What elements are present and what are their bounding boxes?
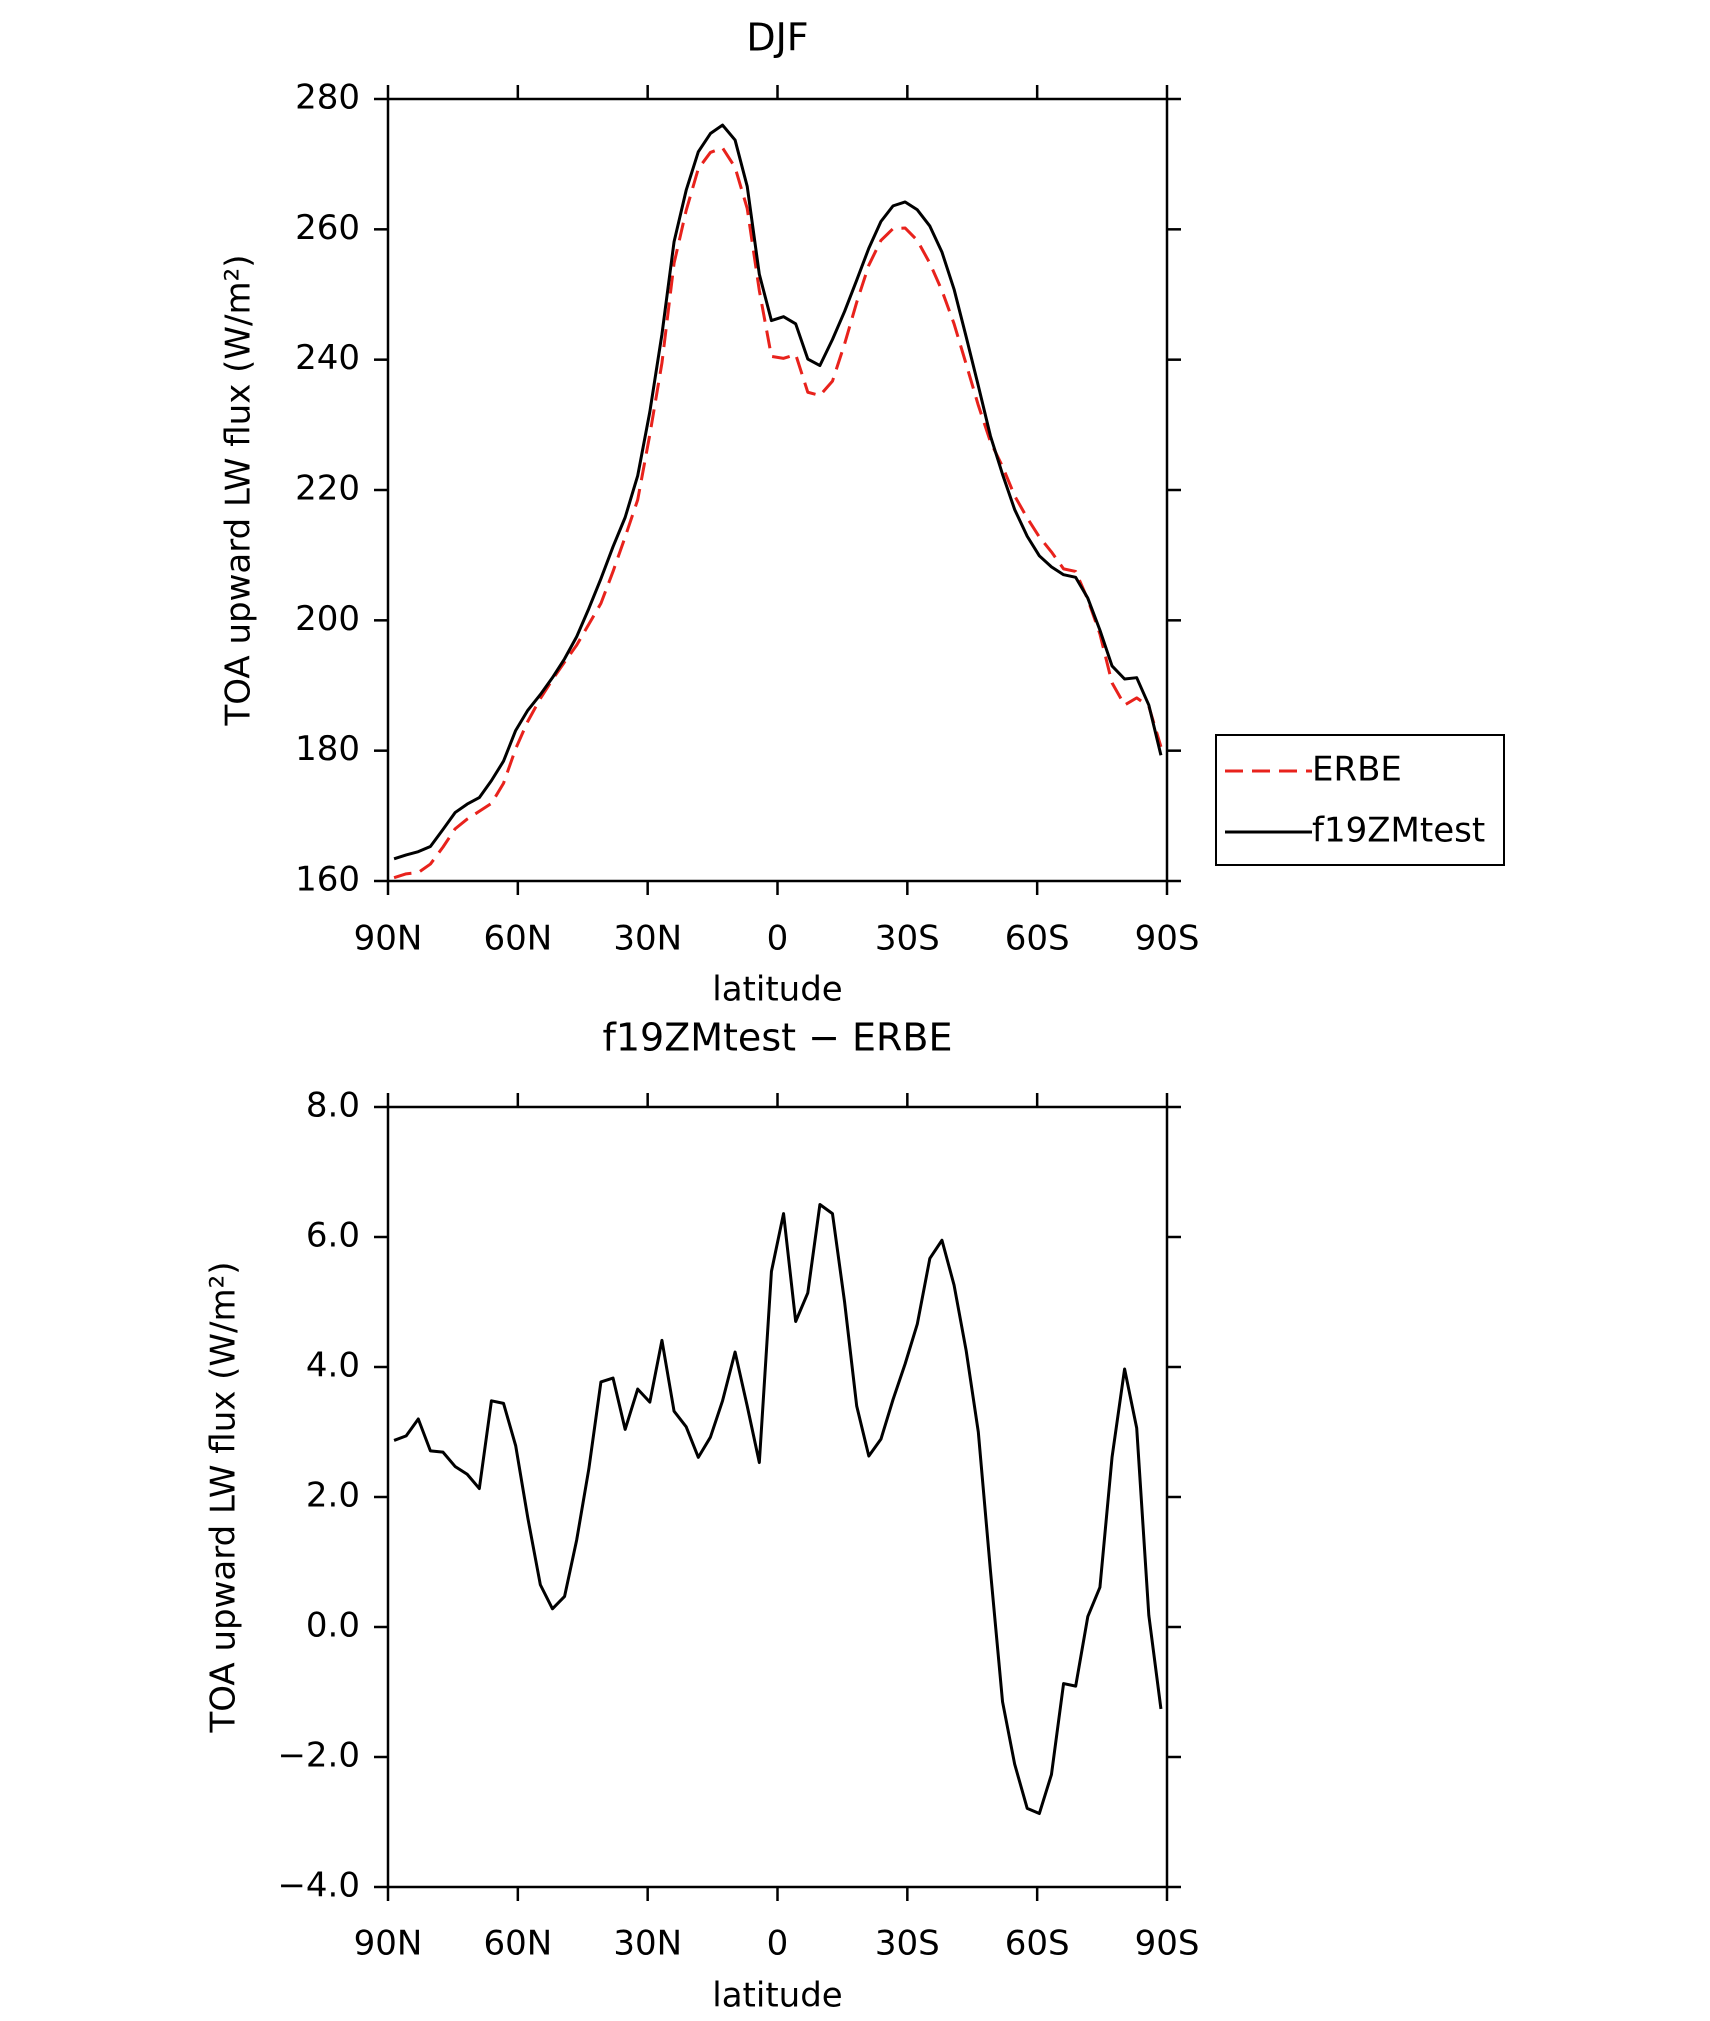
y-axis-label: TOA upward LW flux (W/m²) <box>219 254 259 726</box>
y-tick-label: 260 <box>295 208 360 248</box>
x-tick-label: 90S <box>1135 919 1200 959</box>
x-tick-label: 30S <box>875 1924 940 1964</box>
y-tick-label: 240 <box>295 338 360 378</box>
x-tick-label: 30N <box>613 919 682 959</box>
data-line <box>393 123 1163 861</box>
x-tick-label: 0 <box>767 919 789 959</box>
chart-title: DJF <box>746 16 808 60</box>
y-tick-label: 8.0 <box>306 1086 360 1126</box>
legend-label: f19ZMtest <box>1312 811 1485 851</box>
x-tick-label: 90S <box>1135 1924 1200 1964</box>
y-tick-label: 0.0 <box>306 1606 360 1646</box>
x-axis-label: latitude <box>712 1976 842 2016</box>
x-axis-label: latitude <box>712 970 842 1010</box>
x-tick-label: 30S <box>875 919 940 959</box>
y-tick-label: −2.0 <box>277 1736 360 1776</box>
plot-frame <box>386 1105 1169 1889</box>
y-tick-label: −4.0 <box>277 1866 360 1906</box>
legend-box <box>1215 734 1505 866</box>
x-tick-label: 60N <box>483 919 552 959</box>
x-tick-label: 60N <box>483 1924 552 1964</box>
x-tick-label: 30N <box>613 1924 682 1964</box>
data-line <box>393 146 1163 880</box>
x-tick-label: 60S <box>1005 919 1070 959</box>
y-tick-label: 6.0 <box>306 1216 360 1256</box>
y-tick-label: 180 <box>295 729 360 769</box>
y-tick-label: 200 <box>295 599 360 639</box>
y-tick-label: 2.0 <box>306 1476 360 1516</box>
legend-label: ERBE <box>1312 750 1402 790</box>
chart-title: f19ZMtest − ERBE <box>602 1016 952 1060</box>
y-tick-label: 4.0 <box>306 1346 360 1386</box>
x-tick-label: 0 <box>767 1924 789 1964</box>
y-tick-label: 220 <box>295 469 360 509</box>
y-axis-label: TOA upward LW flux (W/m²) <box>204 1261 244 1733</box>
x-tick-label: 60S <box>1005 1924 1070 1964</box>
y-tick-label: 280 <box>295 78 360 118</box>
x-tick-label: 90N <box>354 919 423 959</box>
data-line <box>393 1203 1163 1816</box>
x-tick-label: 90N <box>354 1924 423 1964</box>
y-tick-label: 160 <box>295 860 360 900</box>
plot-frame <box>386 97 1169 883</box>
